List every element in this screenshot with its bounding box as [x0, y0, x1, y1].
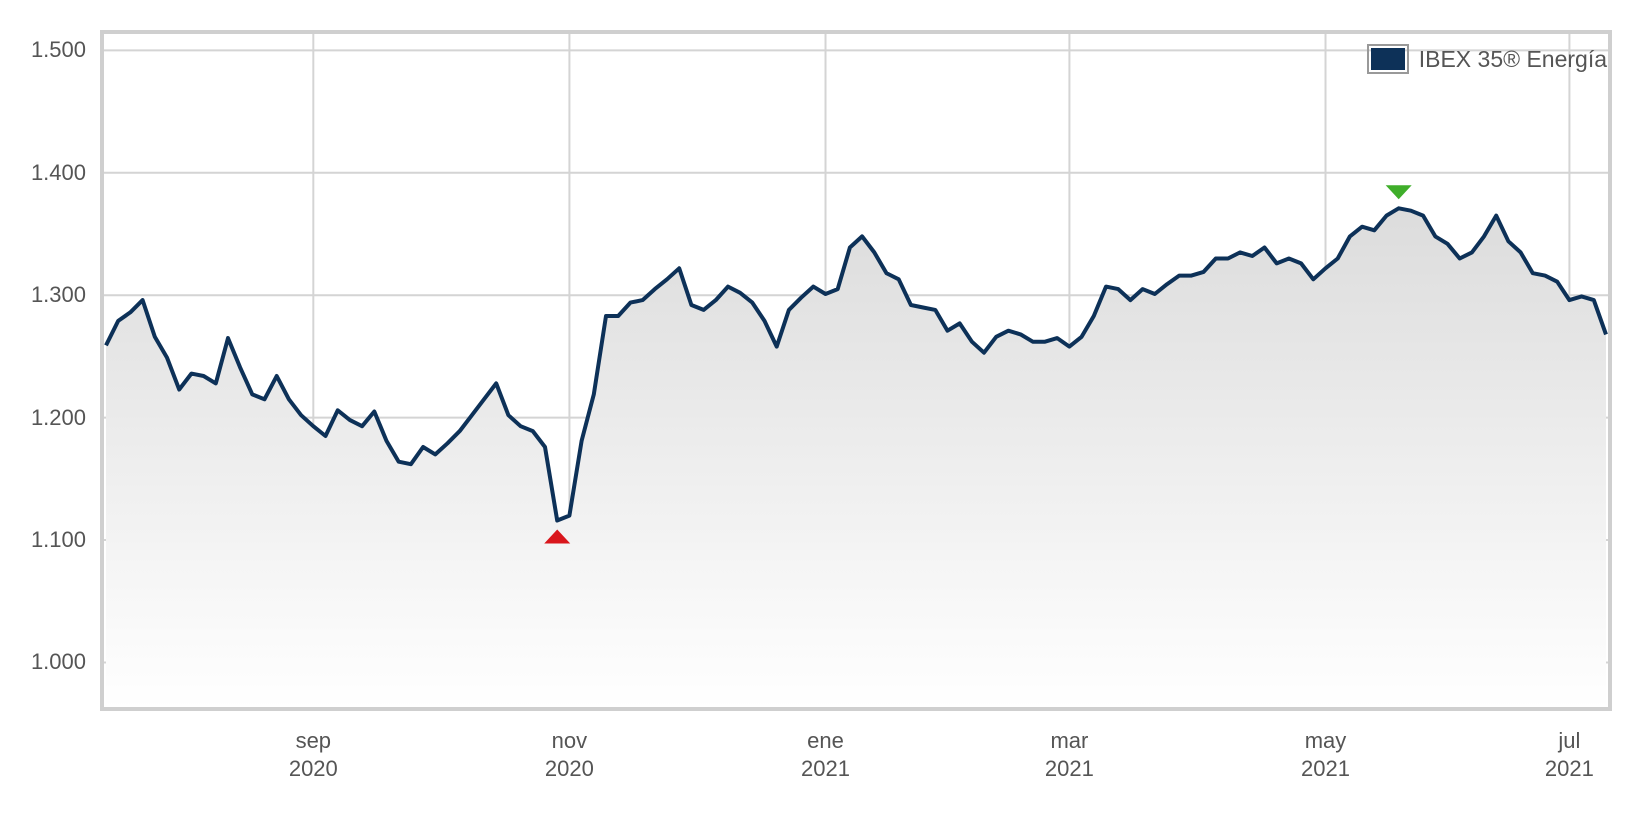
- plot-border: [100, 30, 1612, 711]
- y-tick-label: 1.500: [30, 37, 86, 63]
- area: [106, 208, 1606, 710]
- y-tick-label: 1.100: [30, 527, 86, 553]
- min-marker: [544, 529, 571, 544]
- y-tick-label: 1.000: [30, 649, 86, 675]
- y-tick-label: 1.300: [30, 282, 86, 308]
- x-tick-label: ene 2021: [801, 728, 850, 781]
- x-tick-label: jul 2021: [1544, 728, 1594, 781]
- line: [104, 206, 1608, 523]
- x-tick-label: sep 2020: [288, 728, 338, 781]
- max-marker: [1385, 185, 1412, 200]
- y-tick-label: 1.200: [30, 404, 86, 430]
- legend: IBEX 35® Energía: [1366, 44, 1607, 74]
- x-tick-label: mar 2021: [1044, 728, 1094, 781]
- x-tick-label: nov 2020: [544, 728, 594, 781]
- legend-label: IBEX 35® Energía: [1418, 45, 1607, 72]
- y-tick-label: 1.400: [30, 159, 86, 185]
- legend-swatch: [1366, 44, 1409, 74]
- x-tick-label: may 2021: [1301, 728, 1350, 781]
